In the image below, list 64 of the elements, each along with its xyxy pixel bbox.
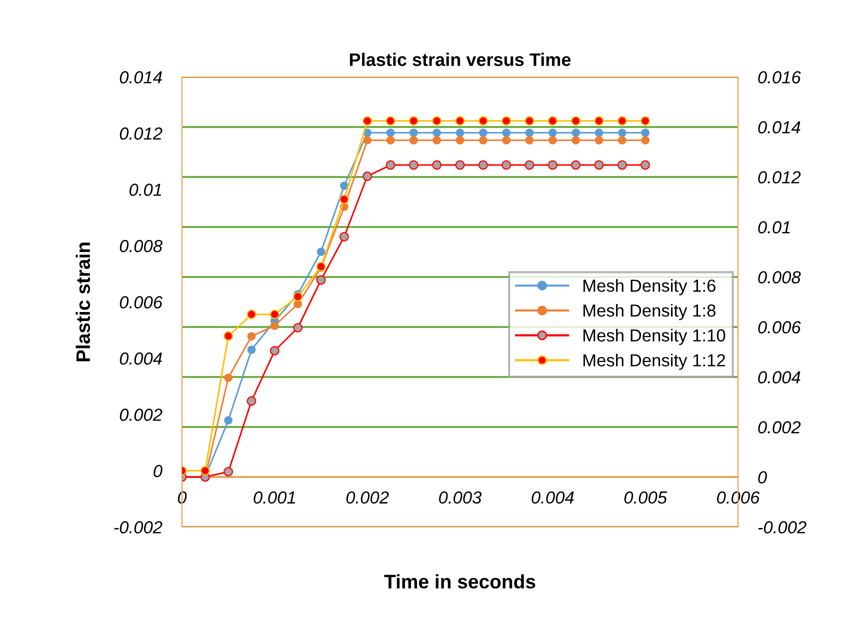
legend-label: Mesh Density 1:8 [584, 304, 716, 320]
y2-tick-label: 0.006 [758, 321, 801, 334]
point [594, 136, 604, 144]
y2-tick-label: 0.004 [758, 371, 800, 384]
y-axis-title: Plastic strain [76, 242, 90, 362]
point [548, 128, 557, 137]
legend-label: Mesh Density 1:12 [584, 354, 725, 370]
point [479, 136, 488, 144]
point [432, 136, 441, 144]
point [618, 136, 626, 144]
point [548, 136, 557, 144]
point [363, 136, 372, 144]
point [247, 332, 256, 340]
point [525, 128, 534, 137]
point [456, 136, 464, 144]
x-tick-label: 0.002 [346, 491, 389, 504]
point [502, 136, 510, 144]
y-tick-label: 0 [154, 464, 162, 478]
legend-label: Mesh Density 1:10 [584, 328, 726, 346]
point [479, 128, 488, 137]
point [456, 128, 464, 137]
point [247, 346, 256, 354]
point [618, 128, 626, 137]
y2-tick-label: 0.008 [758, 271, 801, 284]
point [410, 128, 418, 137]
point [386, 128, 395, 137]
point [641, 136, 650, 144]
y-tick-label: 0.006 [120, 296, 163, 308]
y2-tick-label: 0.002 [758, 421, 801, 434]
point [294, 300, 302, 308]
x-axis-title: Time in seconds [384, 574, 536, 589]
point [386, 136, 395, 144]
y2-tick-label: 0.01 [758, 221, 790, 234]
point [410, 136, 418, 144]
y2-tick-label: 0.012 [758, 171, 801, 184]
point [641, 128, 650, 137]
point [340, 182, 348, 190]
point [270, 322, 279, 330]
point [525, 136, 534, 144]
y2-tick-label: 0.014 [758, 121, 800, 134]
y-tick-label: 0.012 [120, 127, 162, 140]
x-tick-label: 0.005 [624, 491, 668, 504]
point [594, 128, 604, 137]
point [224, 374, 232, 382]
y-tick-label: 0.004 [120, 352, 162, 365]
y-tick-label: 0.014 [120, 71, 162, 84]
y-tick-label: 0.01 [130, 184, 162, 196]
x-tick-label: 0.001 [254, 491, 295, 504]
x-tick-label: 0.004 [532, 491, 574, 504]
chart-title: Plastic strain versus Time [350, 52, 571, 66]
point [224, 416, 232, 424]
x-tick-label: 0.003 [439, 491, 482, 504]
y2-tick-label: -0.002 [758, 521, 806, 534]
point [432, 128, 441, 137]
legend-label: Mesh Density 1:6 [584, 279, 716, 296]
point [316, 248, 326, 256]
point [572, 128, 580, 137]
y2-tick-label: 0.016 [758, 71, 801, 84]
y2-tick-label: 0 [758, 471, 767, 484]
y-tick-label: 0.002 [120, 408, 162, 421]
point [502, 128, 510, 137]
y-tick-label: 0.008 [120, 240, 162, 252]
point [572, 136, 580, 144]
y-tick-label: -0.002 [114, 521, 162, 534]
